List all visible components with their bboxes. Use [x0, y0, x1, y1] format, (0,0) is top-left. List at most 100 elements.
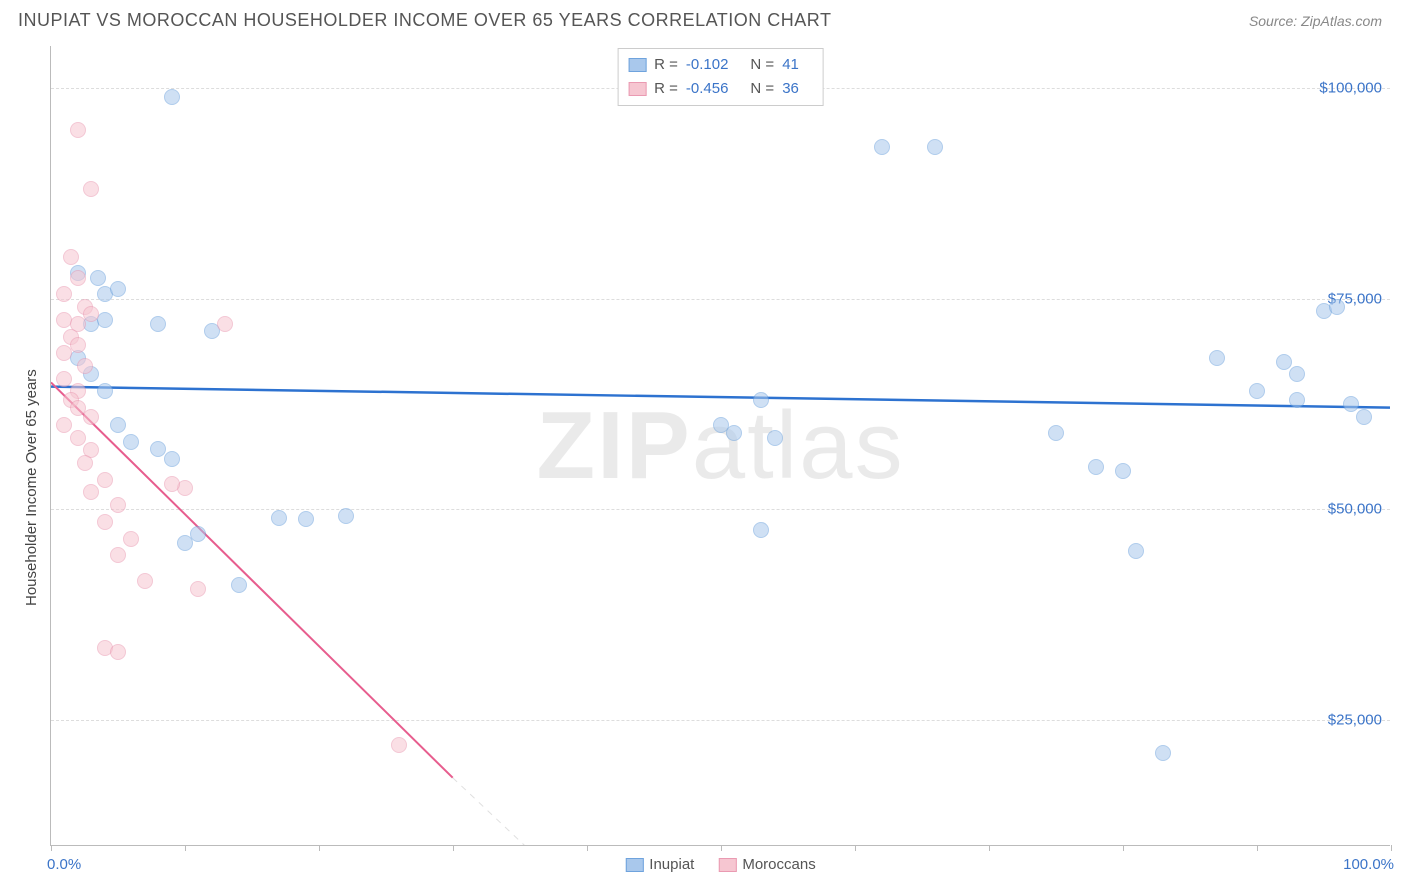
point-inupiat [150, 316, 166, 332]
point-moroccan [83, 306, 99, 322]
point-inupiat [1209, 350, 1225, 366]
n-value-moroccans: 36 [782, 77, 799, 101]
point-moroccan [63, 249, 79, 265]
y-tick-label: $50,000 [1328, 501, 1382, 518]
legend-label-moroccans: Moroccans [742, 856, 815, 873]
legend-row-moroccans: R = -0.456 N = 36 [628, 77, 813, 101]
legend-row-inupiat: R = -0.102 N = 41 [628, 53, 813, 77]
legend-item-inupiat: Inupiat [625, 856, 694, 873]
point-moroccan [83, 409, 99, 425]
point-moroccan [56, 417, 72, 433]
x-tick [1257, 845, 1258, 851]
watermark-light: atlas [692, 392, 905, 499]
x-tick [721, 845, 722, 851]
correlation-legend: R = -0.102 N = 41 R = -0.456 N = 36 [617, 48, 824, 106]
x-tick [855, 845, 856, 851]
x-tick [1391, 845, 1392, 851]
point-inupiat [1128, 543, 1144, 559]
point-inupiat [753, 392, 769, 408]
chart-title: INUPIAT VS MOROCCAN HOUSEHOLDER INCOME O… [18, 10, 831, 31]
point-moroccan [56, 371, 72, 387]
gridline [51, 720, 1390, 721]
point-moroccan [190, 581, 206, 597]
point-inupiat [271, 510, 287, 526]
n-label: N = [750, 53, 774, 77]
point-moroccan [110, 547, 126, 563]
point-moroccan [123, 531, 139, 547]
point-inupiat [97, 383, 113, 399]
point-inupiat [874, 139, 890, 155]
point-moroccan [70, 337, 86, 353]
point-moroccan [70, 270, 86, 286]
point-moroccan [56, 345, 72, 361]
point-moroccan [70, 122, 86, 138]
point-moroccan [110, 497, 126, 513]
x-tick [989, 845, 990, 851]
point-inupiat [1289, 366, 1305, 382]
x-axis-min-label: 0.0% [47, 856, 81, 873]
x-tick [453, 845, 454, 851]
watermark-text: ZIPatlas [536, 391, 904, 501]
point-inupiat [1115, 463, 1131, 479]
point-inupiat [1343, 396, 1359, 412]
point-moroccan [110, 644, 126, 660]
point-moroccan [164, 476, 180, 492]
point-moroccan [56, 286, 72, 302]
point-moroccan [97, 472, 113, 488]
point-inupiat [164, 451, 180, 467]
x-tick [1123, 845, 1124, 851]
point-inupiat [110, 417, 126, 433]
point-inupiat [1289, 392, 1305, 408]
point-inupiat [1249, 383, 1265, 399]
point-moroccan [97, 514, 113, 530]
point-inupiat [1048, 425, 1064, 441]
point-moroccan [137, 573, 153, 589]
point-moroccan [70, 430, 86, 446]
swatch-moroccans-bottom [718, 858, 736, 872]
point-inupiat [110, 281, 126, 297]
swatch-moroccans [628, 82, 646, 96]
point-inupiat [1276, 354, 1292, 370]
trend-line [51, 387, 1390, 408]
n-label-2: N = [750, 77, 774, 101]
gridline [51, 509, 1390, 510]
watermark-bold: ZIP [536, 392, 691, 499]
point-moroccan [77, 455, 93, 471]
y-axis-title: Householder Income Over 65 years [23, 369, 40, 606]
point-inupiat [1155, 745, 1171, 761]
n-value-inupiat: 41 [782, 53, 799, 77]
point-inupiat [1088, 459, 1104, 475]
point-moroccan [83, 181, 99, 197]
trend-line [453, 778, 587, 845]
x-tick [185, 845, 186, 851]
point-inupiat [298, 511, 314, 527]
swatch-inupiat [628, 58, 646, 72]
point-inupiat [927, 139, 943, 155]
point-moroccan [391, 737, 407, 753]
scatter-chart: ZIPatlas $25,000$50,000$75,000$100,000 H… [50, 46, 1390, 846]
y-tick-label: $100,000 [1319, 80, 1382, 97]
x-tick [319, 845, 320, 851]
legend-item-moroccans: Moroccans [718, 856, 815, 873]
point-inupiat [1356, 409, 1372, 425]
point-inupiat [164, 89, 180, 105]
trend-line [51, 382, 453, 777]
point-inupiat [123, 434, 139, 450]
gridline [51, 299, 1390, 300]
x-tick [51, 845, 52, 851]
point-inupiat [177, 535, 193, 551]
point-inupiat [767, 430, 783, 446]
source-credit: Source: ZipAtlas.com [1249, 13, 1382, 29]
point-moroccan [83, 484, 99, 500]
point-moroccan [217, 316, 233, 332]
trend-lines [51, 46, 1390, 845]
x-tick [587, 845, 588, 851]
source-name: ZipAtlas.com [1301, 13, 1382, 29]
chart-header: INUPIAT VS MOROCCAN HOUSEHOLDER INCOME O… [0, 0, 1406, 37]
swatch-inupiat-bottom [625, 858, 643, 872]
point-moroccan [77, 358, 93, 374]
y-tick-label: $25,000 [1328, 711, 1382, 728]
r-label: R = [654, 53, 678, 77]
r-value-inupiat: -0.102 [686, 53, 729, 77]
r-label-2: R = [654, 77, 678, 101]
